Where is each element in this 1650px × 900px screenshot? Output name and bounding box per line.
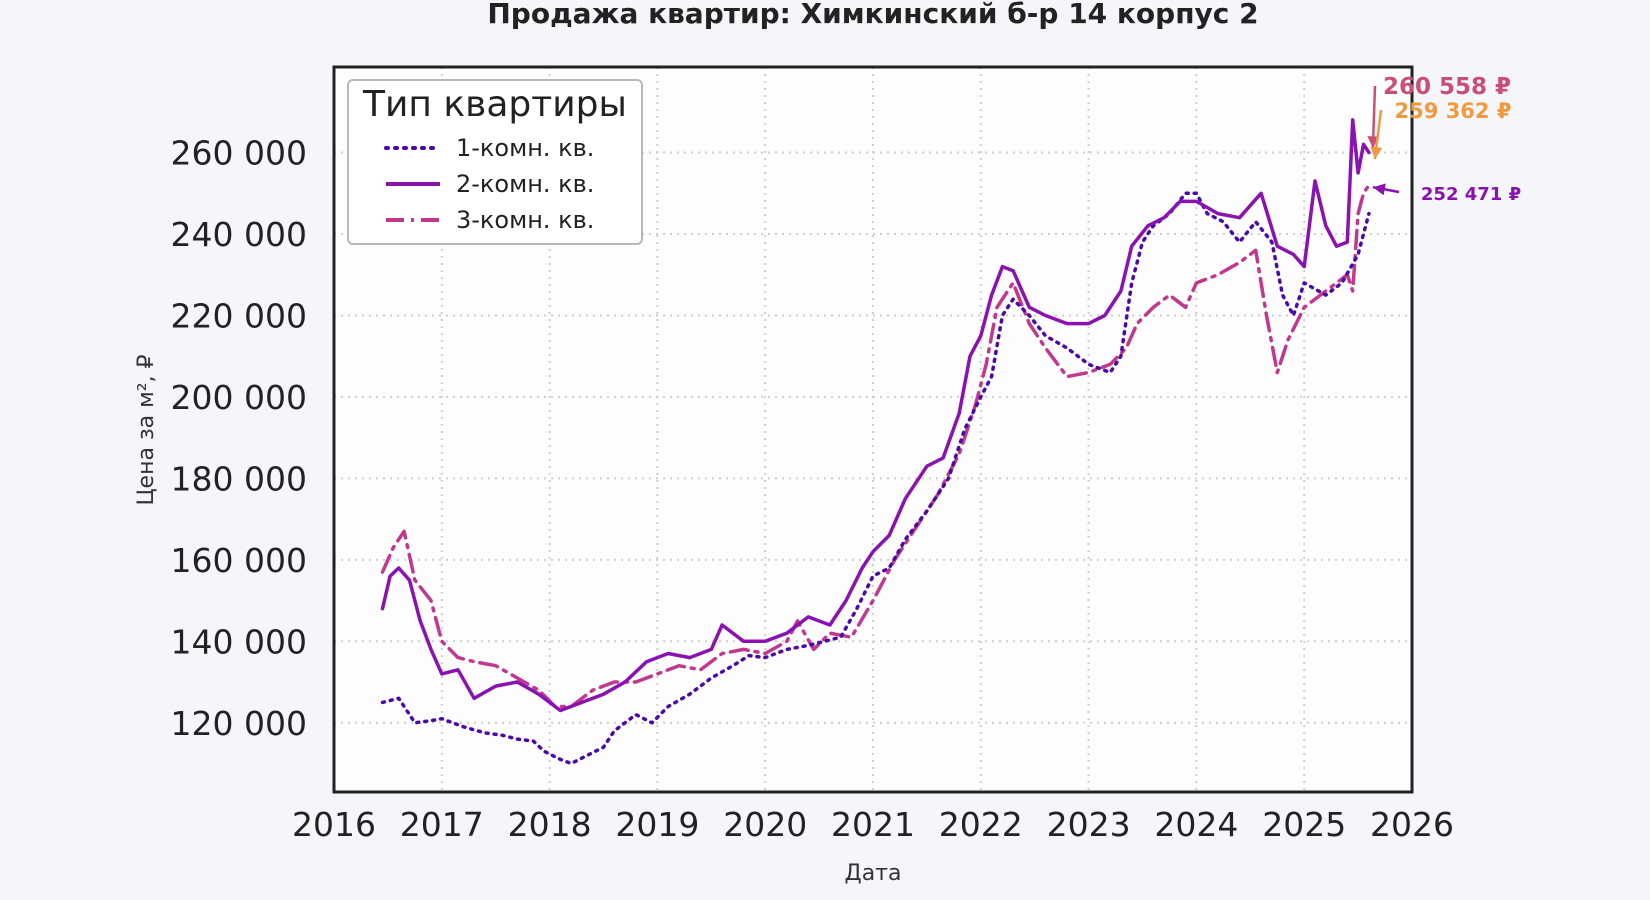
x-tick-label: 2016 [292,805,376,844]
series-line-3 [380,183,1371,709]
y-tick-label: 200 000 [171,378,307,417]
x-tick-label: 2025 [1262,805,1346,844]
y-tick-label: 260 000 [171,134,307,173]
x-tick-label: 2020 [723,805,807,844]
legend-box [347,79,643,245]
series-line-1 [380,191,1371,766]
x-tick-label: 2017 [400,805,484,844]
x-tick-label: 2026 [1370,805,1454,844]
annotation-arrowhead [1372,183,1386,196]
x-tick-label: 2022 [939,805,1023,844]
plot-frame [332,65,1414,794]
x-axis-label: Дата [845,861,902,886]
annotation-arrowhead [1370,146,1383,160]
annotation-label: 252 471 ₽ [1421,184,1521,205]
y-axis-label: Цена за м², ₽ [134,354,159,505]
legend-label-1: 1-комн. кв. [456,134,594,162]
series-line-2 [380,118,1371,713]
chart-title: Продажа квартир: Химкинский б-р 14 корпу… [487,0,1258,30]
annotation-label: 260 558 ₽ [1383,74,1511,100]
x-tick-label: 2021 [831,805,915,844]
y-tick-label: 120 000 [171,704,307,743]
x-axis: 2016 2017 2018 2019 2020 2021 2022 2023 2024 2025… [292,805,1454,844]
x-tick-label: 2019 [615,805,699,844]
y-tick-label: 180 000 [171,459,307,498]
y-tick-label: 240 000 [171,215,307,254]
y-tick-label: 160 000 [171,541,307,580]
x-tick-label: 2018 [508,805,592,844]
legend-title: Тип квартиры [362,84,627,125]
annotation-label: 259 362 ₽ [1395,99,1512,123]
x-tick-label: 2023 [1047,805,1131,844]
x-tick-label: 2024 [1154,805,1238,844]
y-axis: 120 000 140 000 160 000 180 000 200 000 220 0… [171,134,307,743]
y-tick-label: 220 000 [171,296,307,335]
y-tick-label: 140 000 [171,622,307,661]
series-layer [380,118,1371,766]
legend-label-2: 2-комн. кв. [456,170,594,198]
legend: Тип квартиры 1-комн. кв. 2-комн. кв. 3-к… [347,79,643,245]
annotations: 260 558 ₽259 362 ₽ 252 471 ₽ [1367,74,1521,205]
legend-label-3: 3-комн. кв. [456,206,594,234]
